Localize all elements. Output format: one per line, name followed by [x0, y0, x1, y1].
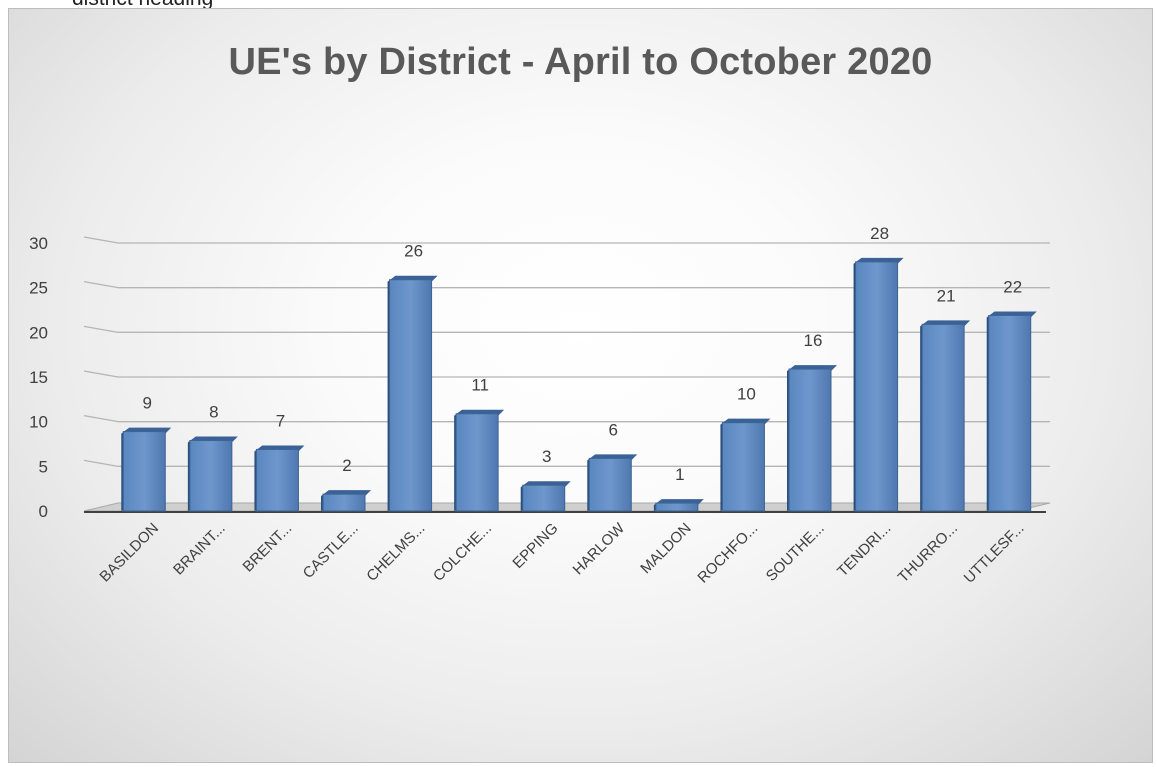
bar [455, 413, 499, 512]
bar [988, 314, 1032, 512]
x-tick-label: BRENT... [240, 520, 296, 576]
x-tick-label: UTTLESF... [961, 520, 1028, 587]
x-tick-label: HARLOW [570, 519, 629, 578]
bar [122, 431, 166, 512]
data-label: 22 [1003, 277, 1022, 296]
data-label: 1 [675, 465, 684, 484]
gridline-side [83, 281, 119, 289]
x-tick-label: BRAINT... [170, 520, 229, 579]
bar [855, 261, 899, 512]
y-tick-label: 5 [39, 457, 48, 476]
chart-title: UE's by District - April to October 2020 [228, 41, 933, 83]
gridline-side [83, 415, 119, 423]
x-tick-label: THURRO... [895, 520, 961, 586]
x-tick-label: TENDRI... [834, 520, 894, 580]
x-tick-label: MALDON [637, 520, 694, 577]
data-label: 2 [342, 456, 351, 475]
data-label: 3 [542, 447, 551, 466]
data-label: 21 [937, 286, 956, 305]
caption-text: district heading [72, 0, 213, 11]
y-tick-label: 15 [29, 368, 48, 387]
data-label: 16 [804, 331, 823, 350]
bar [655, 502, 699, 512]
x-tick-label: SOUTHE... [763, 520, 828, 585]
x-tick-label: CHELMS... [363, 520, 428, 585]
gridline-side [83, 236, 119, 244]
data-label: 26 [404, 242, 423, 261]
y-tick-label: 25 [29, 279, 48, 298]
data-label: 8 [209, 403, 218, 422]
data-label: 11 [471, 376, 489, 395]
bar [721, 422, 765, 512]
gridline-side [83, 325, 119, 333]
data-label: 9 [143, 394, 152, 413]
data-label: 10 [737, 385, 756, 404]
gridline-side [83, 370, 119, 378]
y-tick-label: 10 [29, 413, 48, 432]
bar [588, 457, 632, 512]
x-tick-label: CASTLE... [300, 520, 362, 582]
y-tick-label: 20 [29, 323, 48, 342]
x-tick-label: BASILDON [96, 520, 162, 586]
y-tick-label: 0 [39, 502, 48, 521]
bar [255, 448, 299, 512]
data-label: 6 [609, 420, 618, 439]
bar [189, 440, 233, 512]
data-label: 28 [870, 224, 889, 243]
chart-area: UE's by District - April to October 2020 [8, 8, 1153, 763]
x-tick-label: COLCHE... [430, 520, 495, 585]
bar [788, 368, 832, 512]
x-tick-label: EPPING [509, 520, 561, 572]
bar [921, 323, 965, 512]
bar [522, 484, 566, 512]
bar [322, 493, 366, 512]
gridline-side [83, 459, 119, 467]
x-tick-label: ROCHFO... [694, 520, 761, 587]
y-tick-label: 30 [29, 234, 48, 253]
data-label: 7 [276, 411, 285, 430]
bar [389, 279, 433, 512]
